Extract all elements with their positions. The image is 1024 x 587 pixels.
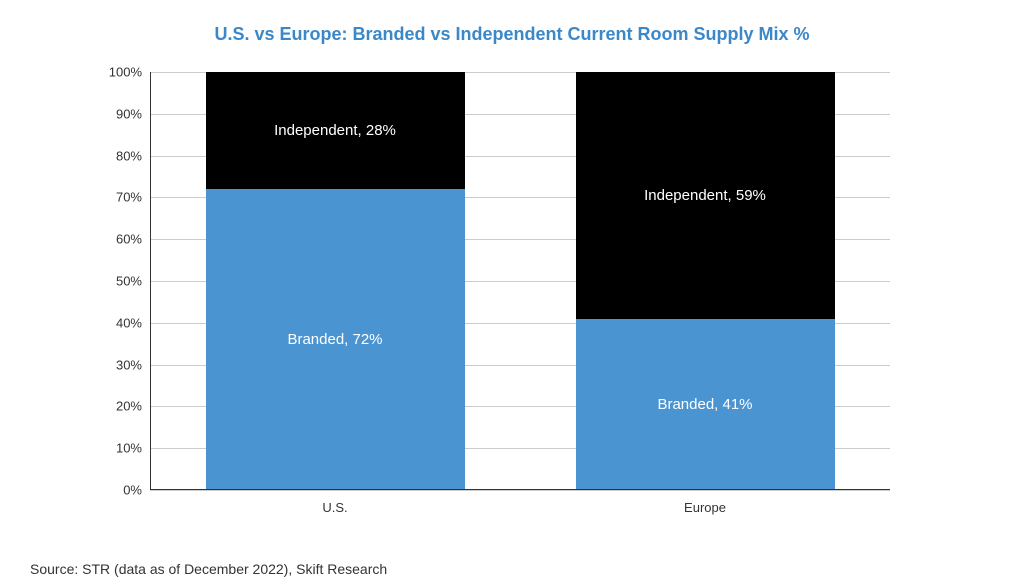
bar: Branded, 41% Independent, 59% xyxy=(576,72,835,490)
source-line: Source: STR (data as of December 2022), … xyxy=(30,561,387,577)
y-tick-label: 20% xyxy=(116,399,142,414)
y-tick-label: 60% xyxy=(116,232,142,247)
plot-area: 0%10%20%30%40%50%60%70%80%90%100% Brande… xyxy=(150,72,890,490)
y-tick-label: 100% xyxy=(109,65,142,80)
bar: Branded, 72% Independent, 28% xyxy=(206,72,465,490)
x-tick-label: Europe xyxy=(684,500,726,515)
bar-segment-independent: Independent, 59% xyxy=(576,72,835,319)
segment-label: Branded, 72% xyxy=(287,331,382,348)
bar-segment-branded: Branded, 72% xyxy=(206,189,465,490)
y-tick-label: 30% xyxy=(116,357,142,372)
y-tick-label: 10% xyxy=(116,441,142,456)
y-tick-label: 70% xyxy=(116,190,142,205)
chart-container: U.S. vs Europe: Branded vs Independent C… xyxy=(0,0,1024,587)
x-axis-line xyxy=(150,489,890,490)
segment-label: Independent, 28% xyxy=(274,122,396,139)
bar-segment-branded: Branded, 41% xyxy=(576,319,835,490)
y-axis-line xyxy=(150,72,151,490)
segment-label: Independent, 59% xyxy=(644,187,766,204)
segment-label: Branded, 41% xyxy=(657,396,752,413)
y-tick-label: 90% xyxy=(116,106,142,121)
y-tick-label: 50% xyxy=(116,274,142,289)
grid-line xyxy=(150,490,890,491)
y-tick-label: 40% xyxy=(116,315,142,330)
x-tick-label: U.S. xyxy=(322,500,347,515)
chart-title: U.S. vs Europe: Branded vs Independent C… xyxy=(0,24,1024,45)
y-tick-label: 80% xyxy=(116,148,142,163)
y-tick-label: 0% xyxy=(123,483,142,498)
bar-segment-independent: Independent, 28% xyxy=(206,72,465,189)
